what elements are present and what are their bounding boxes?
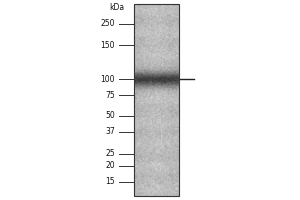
Text: 15: 15	[105, 178, 115, 186]
Text: kDa: kDa	[110, 3, 124, 12]
Text: 25: 25	[105, 150, 115, 158]
Bar	[134, 4, 178, 196]
Text: 20: 20	[105, 162, 115, 170]
Text: 75: 75	[105, 90, 115, 99]
Text: 100: 100	[100, 74, 115, 84]
Text: 50: 50	[105, 112, 115, 120]
Text: 150: 150	[100, 40, 115, 49]
Text: 250: 250	[100, 20, 115, 28]
Text: 37: 37	[105, 128, 115, 136]
